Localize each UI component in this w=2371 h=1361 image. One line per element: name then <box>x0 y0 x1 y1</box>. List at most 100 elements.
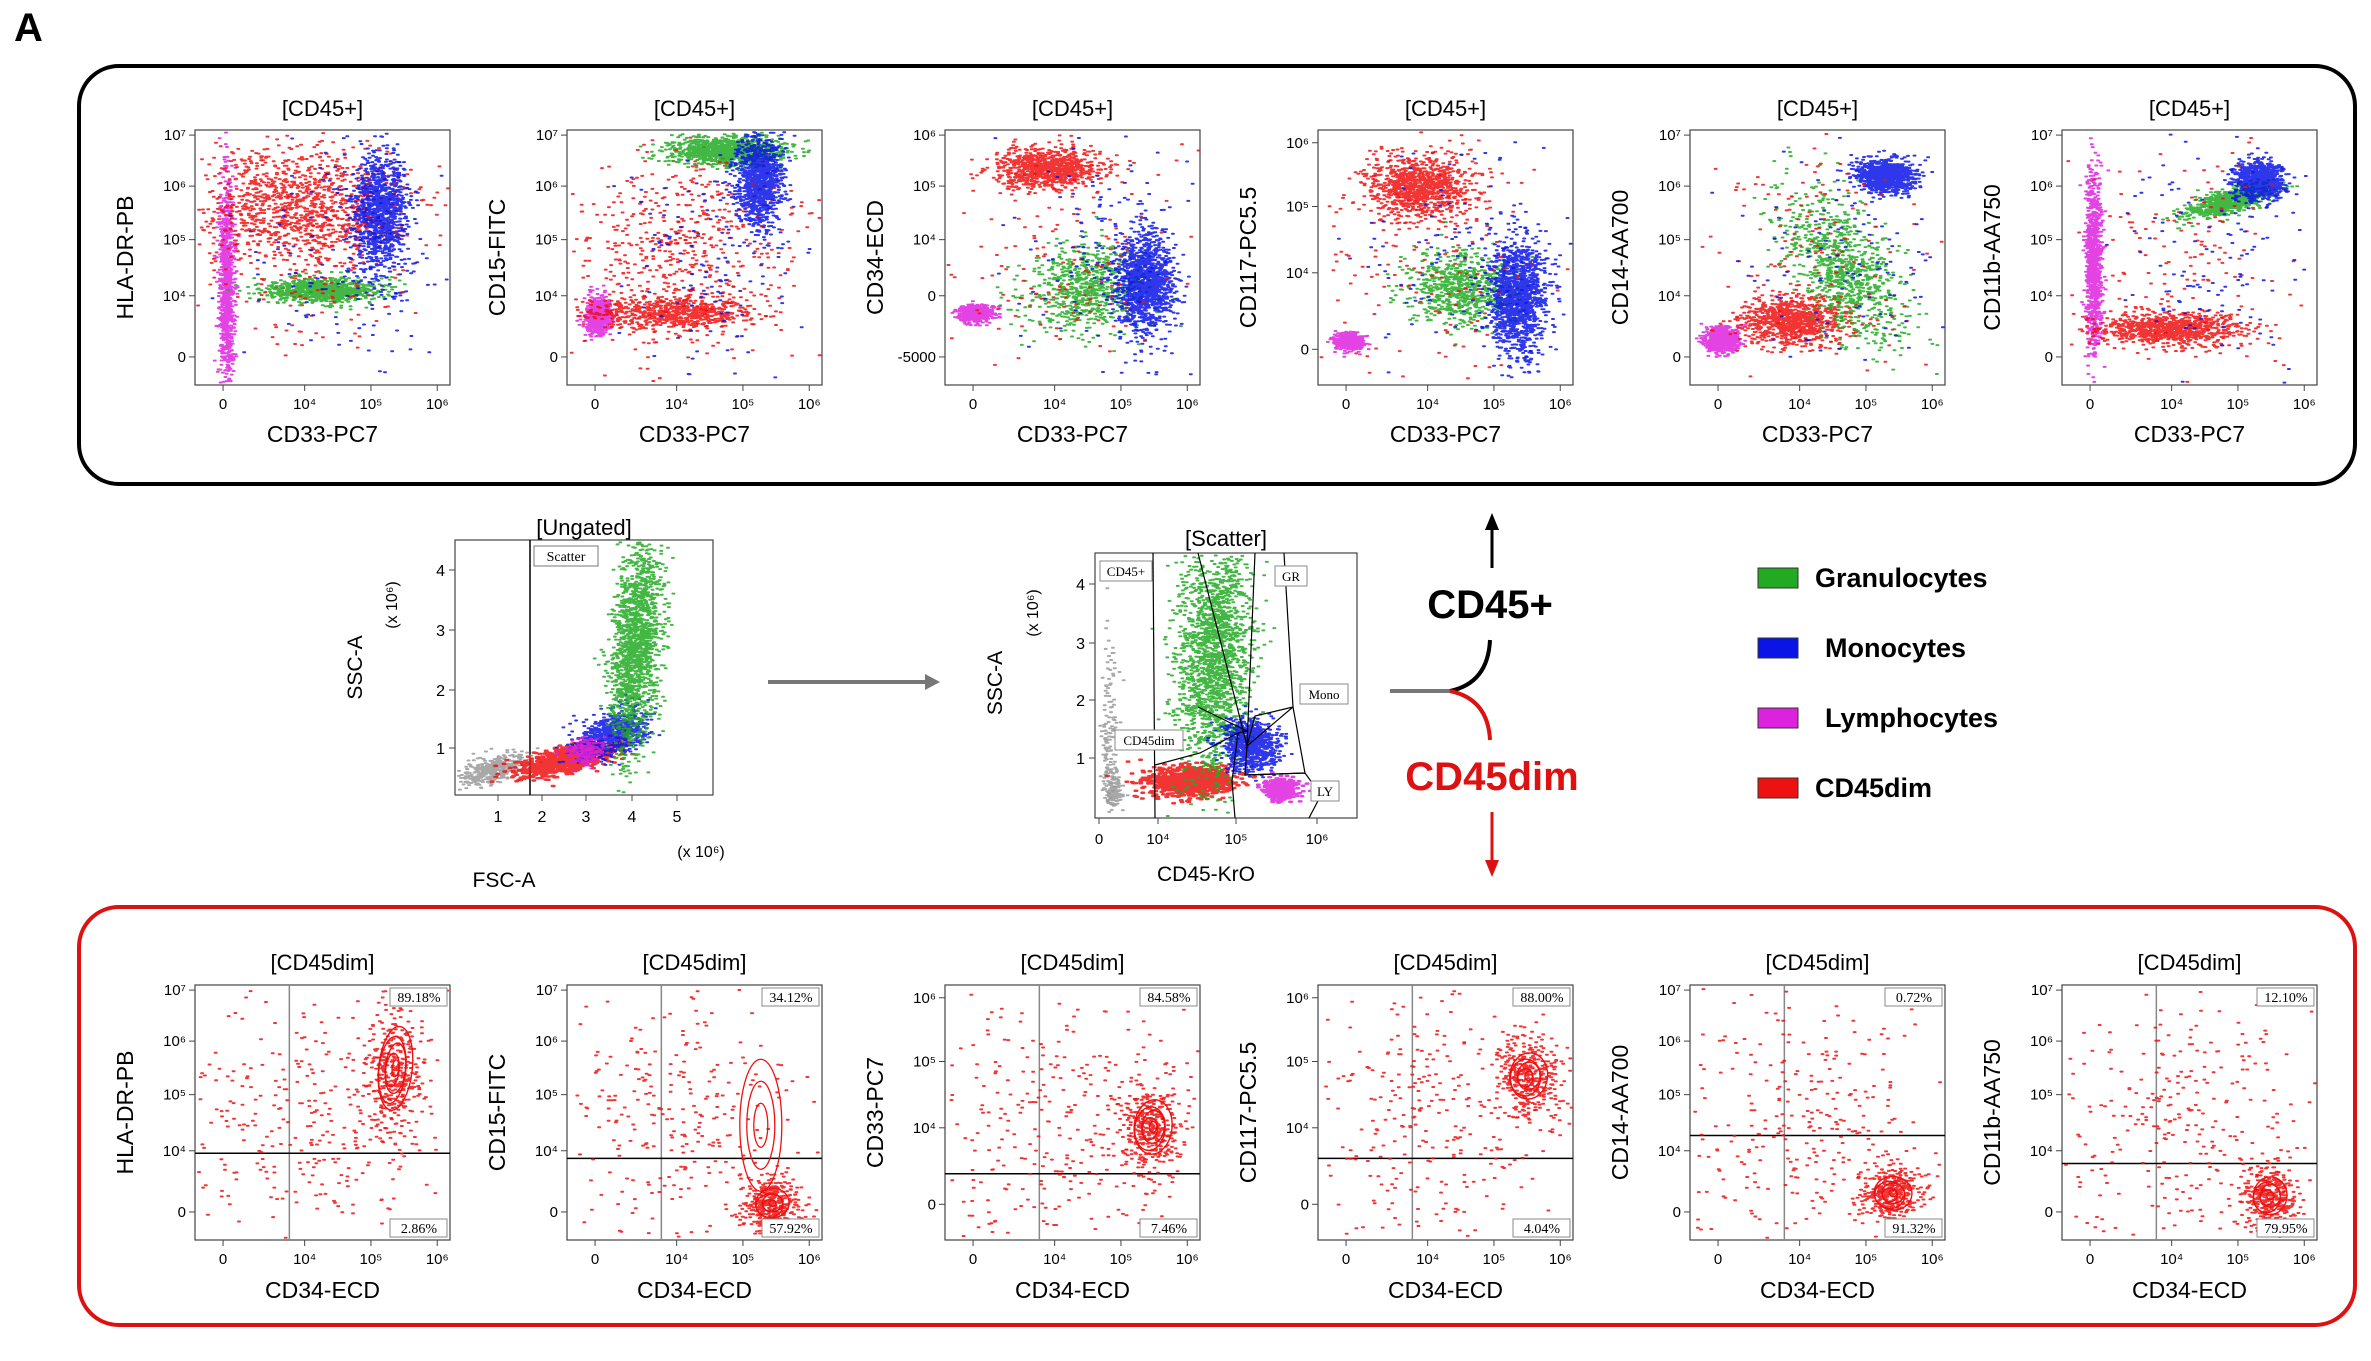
x-tick-label: 4 <box>628 809 637 826</box>
event-cloud <box>969 134 1136 199</box>
event-cloud <box>1098 587 1126 813</box>
plot-frame <box>194 129 451 386</box>
plot-frame <box>454 539 714 796</box>
event-cloud <box>2078 137 2111 383</box>
event-cloud <box>1255 771 1313 804</box>
y-tick-label: 10⁶ <box>163 178 186 195</box>
x-axis-label: CD34-ECD <box>1388 1277 1503 1303</box>
x-tick-label: 0 <box>591 1251 599 1268</box>
event-cloud <box>212 139 443 357</box>
x-tick-label: 10⁶ <box>1921 1251 1944 1268</box>
y-tick-label: 10⁶ <box>2030 178 2053 195</box>
x-tick-label: 0 <box>219 396 227 413</box>
x-tick-label: 5 <box>673 809 682 826</box>
event-cloud <box>2104 133 2308 384</box>
y-scale-label: (x 10⁶) <box>384 581 401 628</box>
y-tick-label: 0 <box>1673 1204 1681 1221</box>
y-tick-label: 10⁴ <box>2030 1143 2053 1160</box>
y-tick-label: 10⁶ <box>1286 135 1309 152</box>
x-tick-label: 10⁴ <box>1788 1251 1811 1268</box>
y-tick-label: 10⁵ <box>1286 199 1309 216</box>
x-tick-label: 10⁵ <box>2226 396 2249 413</box>
y-axis-label: CD14-AA700 <box>1607 190 1633 326</box>
density-contour <box>377 1025 414 1111</box>
density-contour <box>754 1187 790 1219</box>
x-tick-label: 10⁴ <box>665 396 688 413</box>
y-tick-label: 2 <box>1076 693 1085 710</box>
lower-right-quadrant-percent: 4.04% <box>1524 1222 1561 1237</box>
plot-title: [CD45dim] <box>643 950 747 975</box>
y-tick-label: 0 <box>1301 341 1309 358</box>
y-tick-label: 4 <box>1076 577 1085 594</box>
y-tick-label: 10⁶ <box>163 1033 186 1050</box>
x-tick-label: 0 <box>1342 396 1350 413</box>
x-tick-label: 0 <box>969 1251 977 1268</box>
event-cloud <box>1835 149 1935 203</box>
cd45dim-plot-4: [CD45dim] CD34-ECD CD117-PC5.5 0 10⁴ 10⁵ 10⁶ 10… <box>1235 950 1574 1303</box>
x-tick-label: 10⁶ <box>426 1251 449 1268</box>
lower-right-quadrant-box <box>389 1218 448 1238</box>
y-tick-label: 10⁴ <box>535 288 558 305</box>
plot-frame <box>1689 984 1946 1241</box>
gate-label: Scatter <box>547 550 586 565</box>
y-tick-label: 10⁵ <box>2030 232 2053 249</box>
x-tick-label: 10⁵ <box>1225 831 1248 848</box>
lower-right-quadrant-percent: 57.92% <box>769 1222 813 1237</box>
y-tick-label: 10⁵ <box>2030 1087 2053 1104</box>
y-tick-label: 10⁴ <box>163 288 186 305</box>
gate-label: Mono <box>1308 687 1339 702</box>
gate-label: GR <box>1282 569 1300 584</box>
ungated-plot: [Ungated] Scatter 1 2 3 4 5 4 3 2 1 FSC-A (x 10⁶) SSC… <box>344 515 725 892</box>
event-cloud <box>196 132 450 308</box>
event-cloud <box>592 541 676 794</box>
up-arrow-head <box>1485 513 1499 530</box>
event-cloud <box>2222 147 2299 210</box>
plot-frame <box>1094 552 1358 819</box>
panel-letter: A <box>14 6 43 50</box>
y-tick-label: 0 <box>178 1204 186 1221</box>
density-contour <box>739 1058 783 1192</box>
plot-title: [CD45+] <box>282 96 363 121</box>
gate-boundary <box>1154 732 1239 766</box>
lower-right-quadrant-box <box>2256 1218 2315 1238</box>
y-axis-label: CD15-FITC <box>484 199 510 317</box>
y-tick-label: -5000 <box>898 349 936 366</box>
x-axis-label: CD34-ECD <box>265 1277 380 1303</box>
x-tick-label: 0 <box>1714 1251 1722 1268</box>
cd45dim-plot-5: [CD45dim] CD34-ECD CD14-AA700 0 10⁴ 10⁵ 10⁶ 10⁷… <box>1607 950 1946 1303</box>
y-tick-label: 1 <box>1076 751 1085 768</box>
x-tick-label: 10⁶ <box>1176 1251 1199 1268</box>
x-tick-label: 10⁵ <box>731 1251 754 1268</box>
event-cloud <box>946 134 1201 366</box>
event-cloud <box>1710 136 1945 361</box>
y-axis-label: SSC-A <box>344 635 367 699</box>
cd45plus-plot-1: [CD45+] CD33-PC7 HLA-DR-PB 0 10⁴ 10⁵ 10⁶ 10⁷ 10⁶… <box>112 96 451 447</box>
y-tick-label: 10⁴ <box>1658 288 1681 305</box>
y-axis-label: CD117-PC5.5 <box>1235 1042 1261 1183</box>
density-contour <box>753 1102 769 1148</box>
x-tick-label: 10⁶ <box>1921 396 1944 413</box>
x-scale-label: (x 10⁶) <box>677 844 724 861</box>
y-tick-label: 10⁵ <box>535 1087 558 1104</box>
y-tick-label: 10⁴ <box>913 1120 936 1137</box>
legend-swatch <box>1757 707 1799 729</box>
cd45plus-plot-2: [CD45+] CD33-PC7 CD15-FITC 0 10⁴ 10⁵ 10⁶ 10⁷ 10⁶… <box>484 96 823 447</box>
gate-label: LY <box>1317 784 1334 799</box>
x-axis-label: CD34-ECD <box>637 1277 752 1303</box>
x-axis-label: FSC-A <box>473 869 536 892</box>
plot-frame <box>1689 129 1946 386</box>
plot-title: [Ungated] <box>536 515 631 540</box>
legend-label: Monocytes <box>1825 633 1966 663</box>
branch-label-cd45dim: CD45dim <box>1405 755 1578 799</box>
y-axis-label: CD34-ECD <box>862 200 888 315</box>
event-cloud <box>1324 990 1573 1237</box>
x-tick-label: 10⁶ <box>798 1251 821 1268</box>
x-tick-label: 2 <box>538 809 547 826</box>
x-tick-label: 10⁴ <box>1146 831 1169 848</box>
y-axis-label: HLA-DR-PB <box>112 196 138 320</box>
upper-right-quadrant-box <box>1139 987 1198 1007</box>
lower-right-quadrant-box <box>1884 1218 1943 1238</box>
gate-label-box <box>1099 560 1153 582</box>
event-cloud <box>1493 1013 1574 1134</box>
